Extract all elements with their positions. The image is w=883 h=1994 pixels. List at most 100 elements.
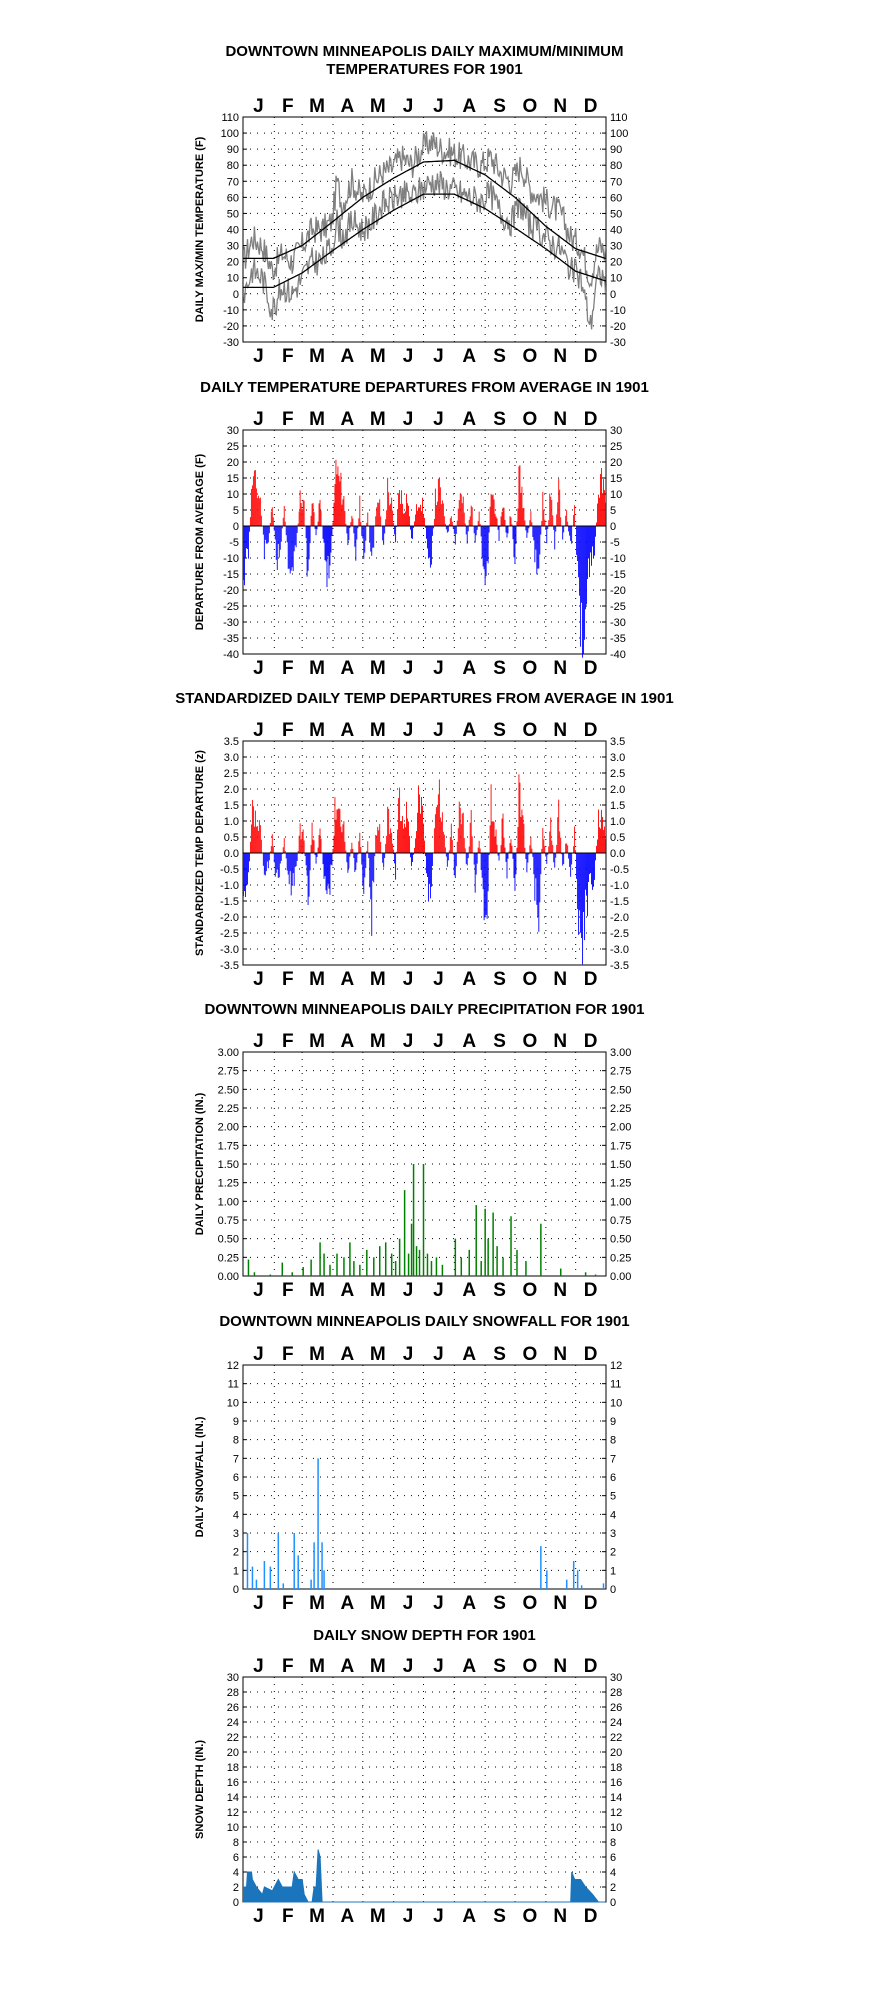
departure-bar-negative xyxy=(474,526,476,543)
departure-bar-negative xyxy=(513,526,515,558)
departure-bar-negative xyxy=(582,526,584,658)
month-label-bottom: M xyxy=(309,1593,325,1614)
y-tick-label-right: 30 xyxy=(610,425,622,437)
departure-bar-negative xyxy=(533,853,535,875)
departure-bar-positive xyxy=(459,807,461,853)
y-tick-label: 3 xyxy=(233,1528,239,1540)
departure-bar-negative xyxy=(466,853,468,866)
y-tick-label: 24 xyxy=(227,1717,239,1729)
departure-bar-positive xyxy=(358,518,360,526)
month-label-bottom: D xyxy=(584,1593,598,1614)
departure-bar-negative xyxy=(349,526,351,529)
departure-bar-negative xyxy=(413,526,414,528)
departure-bar-negative xyxy=(487,526,489,564)
departure-bar-negative xyxy=(371,526,373,556)
departure-bar-positive xyxy=(543,509,545,526)
departure-bar-positive xyxy=(493,822,495,853)
departure-bar-negative xyxy=(355,526,357,561)
departure-bar-negative xyxy=(580,526,582,647)
y-tick-label: 0.50 xyxy=(218,1234,239,1246)
departure-bar-positive xyxy=(551,499,553,526)
departure-bar-negative xyxy=(555,853,557,858)
departure-bar-negative xyxy=(480,526,482,537)
departure-bar-negative xyxy=(347,526,349,546)
y-tick-label: -3.5 xyxy=(220,960,239,972)
departure-bar-negative xyxy=(322,526,324,539)
month-label-top: N xyxy=(553,1344,567,1365)
departure-bar-positive xyxy=(257,830,259,853)
y-tick-label: 3.00 xyxy=(218,1047,239,1059)
departure-bar-negative xyxy=(483,853,485,921)
departure-bar-positive xyxy=(464,523,466,526)
departure-bar-positive xyxy=(523,823,525,853)
departure-bar-negative xyxy=(371,853,373,936)
month-label-bottom: J xyxy=(433,969,444,990)
departure-bar-positive xyxy=(434,814,436,853)
departure-bar-positive xyxy=(360,846,362,853)
y-tick-label: 20 xyxy=(227,457,239,469)
departure-bar-positive xyxy=(380,516,382,526)
y-tick-label: -1.5 xyxy=(220,896,239,908)
departure-bar-negative xyxy=(323,853,325,879)
departure-bar-negative xyxy=(465,526,467,535)
departure-bar-positive xyxy=(479,523,481,526)
y-tick-label-right: 100 xyxy=(610,128,628,140)
departure-bar-negative xyxy=(536,526,538,575)
departure-bar-negative xyxy=(553,853,555,863)
departure-bar-positive xyxy=(442,503,444,526)
departure-bar-positive xyxy=(544,846,546,853)
departure-bar-negative xyxy=(534,853,536,901)
departure-bar-negative xyxy=(537,853,539,918)
y-tick-label-right: -25 xyxy=(610,601,626,613)
departure-bar-positive xyxy=(252,806,254,853)
departure-bar-negative xyxy=(306,526,308,577)
y-tick-label-right: -1.5 xyxy=(610,896,629,908)
month-label-top: M xyxy=(309,1656,325,1677)
departure-bar-positive xyxy=(456,841,458,853)
departure-bar-negative xyxy=(273,853,275,863)
y-tick-label: 1.0 xyxy=(224,816,239,828)
departure-bar-positive xyxy=(301,509,303,526)
month-label-bottom: A xyxy=(462,1593,476,1614)
departure-bar-negative xyxy=(475,526,477,536)
departure-bar-positive xyxy=(560,837,562,853)
departure-bar-negative xyxy=(579,526,581,596)
y-tick-label-right: 22 xyxy=(610,1732,622,1744)
y-tick-label-right: 1.0 xyxy=(610,816,625,828)
departure-bar-negative xyxy=(246,853,248,885)
departure-bar-positive xyxy=(551,840,553,853)
departure-bar-positive xyxy=(386,510,388,526)
y-tick-label-right: 2.00 xyxy=(610,1122,631,1134)
departure-bar-positive xyxy=(463,838,465,853)
departure-bar-positive xyxy=(524,847,526,853)
month-label-bottom: M xyxy=(309,969,325,990)
departure-bar-negative xyxy=(306,853,308,876)
departure-bar-positive xyxy=(320,510,322,526)
departure-bar-negative xyxy=(369,526,371,542)
month-label-top: D xyxy=(584,409,598,430)
departure-bar-negative xyxy=(588,526,589,559)
departure-bar-positive xyxy=(567,521,569,526)
y-tick-label: 26 xyxy=(227,1702,239,1714)
departure-bar-positive xyxy=(378,502,380,526)
departure-bar-negative xyxy=(243,853,245,892)
departure-bar-positive xyxy=(367,841,369,853)
y-tick-label: -30 xyxy=(223,337,239,349)
month-label-bottom: A xyxy=(462,1280,476,1301)
departure-bar-positive xyxy=(529,845,531,853)
departure-bar-positive xyxy=(409,835,410,853)
departures-chart: DAILY TEMPERATURE DEPARTURES FROM AVERAG… xyxy=(194,379,649,679)
departure-bar-negative xyxy=(246,526,248,550)
departure-bar-negative xyxy=(330,526,332,553)
departure-bar-negative xyxy=(505,853,507,862)
departure-bar-negative xyxy=(412,853,413,862)
y-tick-label: -5 xyxy=(229,537,239,549)
departure-bar-negative xyxy=(370,526,372,552)
y-tick-label-right: -3.5 xyxy=(610,960,629,972)
departure-bar-negative xyxy=(482,526,484,567)
y-tick-label: 2 xyxy=(233,1547,239,1559)
departure-bar-negative xyxy=(280,853,282,861)
departure-bar-negative xyxy=(540,853,542,875)
departure-bar-positive xyxy=(260,839,262,853)
departure-bar-positive xyxy=(548,846,550,853)
